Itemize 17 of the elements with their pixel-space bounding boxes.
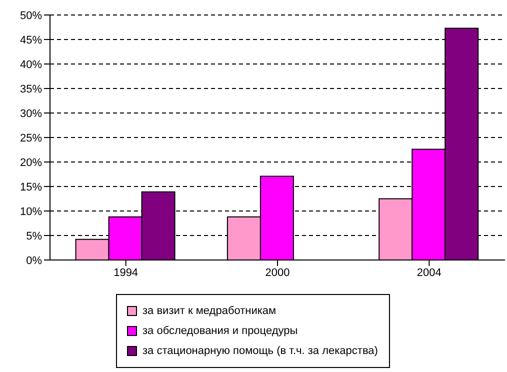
- legend-label: за обследования и процедуры: [142, 325, 298, 337]
- y-tick-label: 5%: [26, 230, 42, 242]
- legend-label: за стационарную помощь (в т.ч. за лекарства): [142, 345, 378, 357]
- y-tick-label: 15%: [20, 181, 42, 194]
- x-tick-label: 2004: [416, 266, 442, 279]
- x-tick-label: 2000: [265, 266, 290, 279]
- y-tick-label: 50%: [20, 10, 42, 22]
- y-tick-label: 25%: [20, 132, 42, 144]
- legend-label: за визит к медработникам: [142, 305, 276, 317]
- y-tick-label: 45%: [20, 34, 42, 46]
- y-tick-label: 10%: [20, 206, 42, 218]
- y-tick-label: 40%: [20, 58, 42, 71]
- y-tick-label: 30%: [20, 108, 42, 120]
- y-tick-label: 35%: [20, 83, 42, 96]
- y-tick-label: 0%: [26, 254, 42, 267]
- x-tick-label: 1994: [114, 266, 138, 279]
- y-tick-label: 20%: [20, 156, 42, 169]
